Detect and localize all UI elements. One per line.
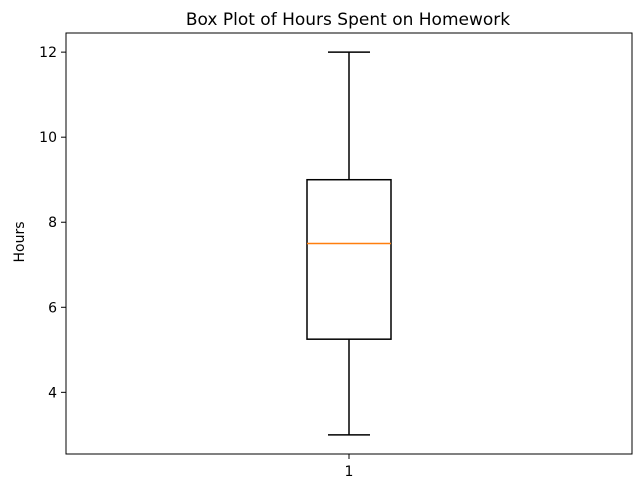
y-tick-label: 4 xyxy=(48,385,57,401)
y-tick-label: 12 xyxy=(39,45,57,61)
y-axis-label: Hours xyxy=(12,221,28,262)
x-tick-label: 1 xyxy=(345,464,354,480)
interquartile-box xyxy=(306,178,392,340)
y-tick-label: 6 xyxy=(48,300,57,316)
chart-title: Box Plot of Hours Spent on Homework xyxy=(186,10,510,30)
plot-area: 4 6 8 10 12 1 xyxy=(39,45,392,480)
plot-frame xyxy=(65,32,633,455)
y-tick-label: 10 xyxy=(39,130,57,146)
y-tick-label: 8 xyxy=(48,215,57,231)
